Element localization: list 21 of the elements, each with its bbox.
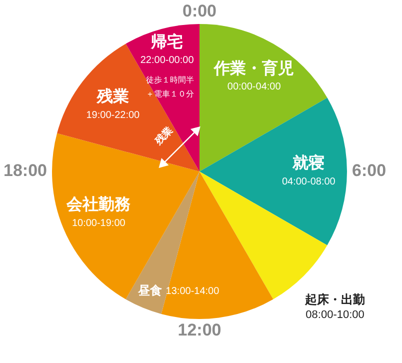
slice-label: 作業・育児 [213,58,294,78]
slice-label: 会社勤務 [66,196,132,214]
data-label: 00:00-04:00 [227,82,282,93]
text: 12:00 [178,320,222,340]
data-label: 10:00-19:00 [72,218,126,229]
slice-label: 残業 [96,87,129,106]
slice-label: 起床・出勤 [304,292,366,306]
slice-label: 昼食 [136,284,162,298]
text: 徒歩１時間半 [146,75,194,84]
text: 0:00 [182,2,217,21]
data-label: 19:00-22:00 [86,110,140,121]
data-label: 08:00-10:00 [306,309,364,322]
text: 残業 [152,124,176,148]
text: ＋電車１０分 [146,89,194,98]
data-label: 22:00-00:00 [140,55,194,66]
slice-label: 就寝 [292,154,325,172]
data-label: 04:00-08:00 [282,176,336,188]
slice-label: 帰宅 [150,32,184,51]
text: 18:00 [4,161,47,180]
data-label: 13:00-14:00 [166,286,220,298]
text: 6:00 [352,161,386,180]
